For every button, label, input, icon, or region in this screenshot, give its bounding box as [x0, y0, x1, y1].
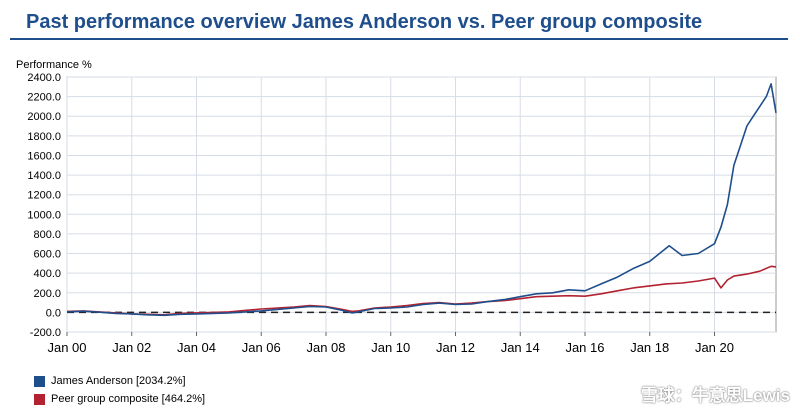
y-tick-label: 800.0 [33, 229, 61, 241]
y-tick-label: 2200.0 [27, 92, 61, 104]
legend-item-peer-group: Peer group composite [464.2%] [34, 390, 205, 408]
y-tick-label: -200.0 [30, 327, 61, 339]
x-tick-label: Jan 20 [695, 340, 734, 355]
x-tick-label: Jan 10 [371, 340, 410, 355]
y-tick-label: 400.0 [33, 268, 61, 280]
legend-swatch-james-anderson [34, 375, 45, 387]
x-tick-label: Jan 18 [630, 340, 669, 355]
legend-swatch-peer-group [34, 393, 45, 405]
y-tick-label: 1800.0 [27, 131, 61, 143]
y-tick-label: 2400.0 [27, 72, 61, 84]
y-tick-label: 2000.0 [27, 111, 61, 123]
x-tick-label: Jan 14 [501, 340, 540, 355]
chart-title: Past performance overview James Anderson… [26, 11, 703, 33]
legend-label-james-anderson: James Anderson [2034.2%] [51, 375, 186, 387]
x-tick-label: Jan 08 [306, 340, 345, 355]
y-tick-label: 0.0 [46, 307, 61, 319]
y-tick-label: 1600.0 [27, 150, 61, 162]
x-tick-label: Jan 06 [242, 340, 281, 355]
legend-item-james-anderson: James Anderson [2034.2%] [34, 372, 205, 390]
x-tick-label: Jan 04 [177, 340, 216, 355]
y-tick-label: 200.0 [33, 288, 61, 300]
title-bar: Past performance overview James Anderson… [10, 8, 788, 40]
x-tick-label: Jan 00 [47, 340, 86, 355]
y-tick-label: 600.0 [33, 249, 61, 261]
plot-area [66, 76, 777, 333]
x-tick-label: Jan 02 [112, 340, 151, 355]
y-tick-label: 1400.0 [27, 170, 61, 182]
watermark: 雪球：牛意思Lewis [640, 386, 790, 405]
x-tick-label: Jan 12 [436, 340, 475, 355]
series-line-james-anderson [66, 83, 777, 317]
legend-label-peer-group: Peer group composite [464.2%] [51, 393, 206, 405]
x-tick-label: Jan 16 [565, 340, 604, 355]
y-tick-label: 1200.0 [27, 190, 61, 202]
legend: James Anderson [2034.2%] Peer group comp… [34, 372, 205, 408]
y-axis-label: Performance % [16, 59, 92, 71]
y-tick-label: 1000.0 [27, 209, 61, 221]
